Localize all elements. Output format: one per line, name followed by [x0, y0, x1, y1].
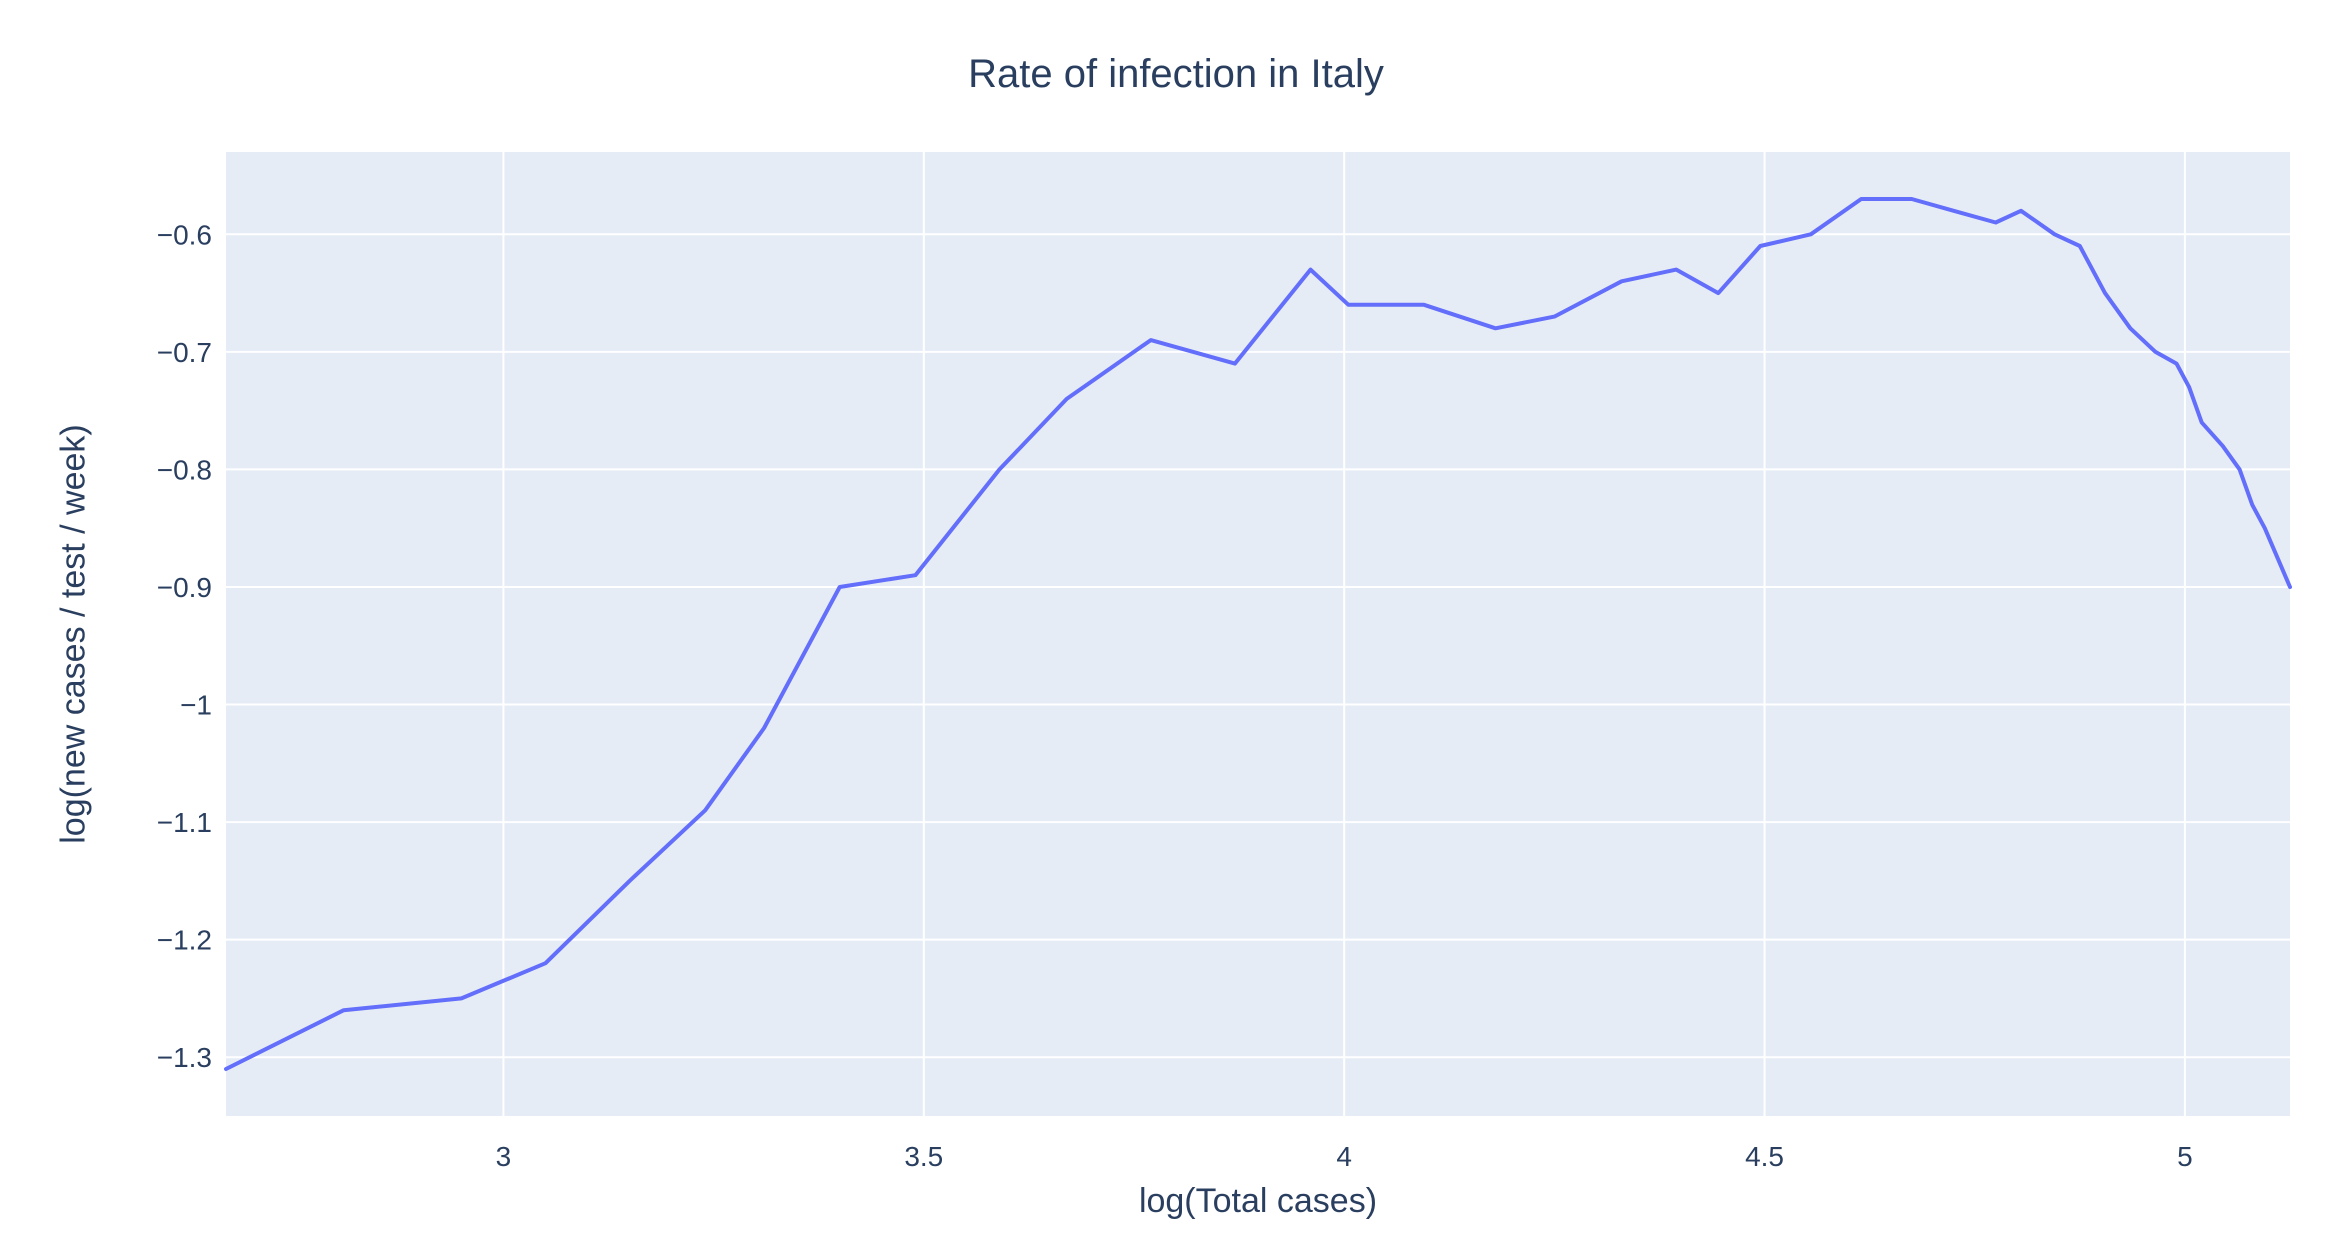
x-tick-label: 3 [496, 1141, 512, 1172]
y-tick-label: −0.7 [157, 337, 212, 368]
y-tick-label: −0.8 [157, 454, 212, 485]
chart-title: Rate of infection in Italy [968, 52, 1384, 96]
y-tick-label: −1 [180, 690, 212, 721]
y-tick-label: −1.2 [157, 925, 212, 956]
plot-background [226, 152, 2290, 1116]
series-line [224, 197, 2292, 1071]
y-tick-label: −0.6 [157, 219, 212, 250]
y-tick-label: −1.1 [157, 807, 212, 838]
y-axis-title: log(new cases / test / week) [54, 424, 93, 844]
x-tick-label: 3.5 [904, 1141, 943, 1172]
x-tick-label: 4 [1336, 1141, 1352, 1172]
y-tick-label: −1.3 [157, 1042, 212, 1073]
x-tick-label: 4.5 [1745, 1141, 1784, 1172]
y-tick-label: −0.9 [157, 572, 212, 603]
x-axis-title: log(Total cases) [1138, 1182, 1378, 1220]
x-tick-label: 5 [2177, 1141, 2193, 1172]
